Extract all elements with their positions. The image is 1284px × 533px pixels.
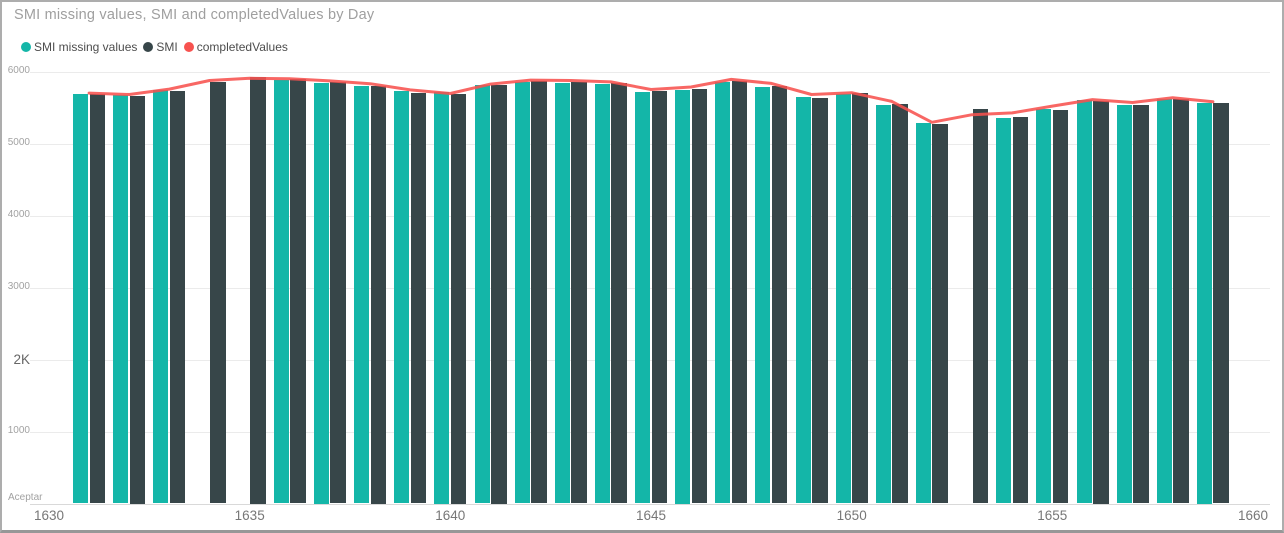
bar-smi[interactable] bbox=[89, 94, 106, 504]
bar-smi-missing-values[interactable] bbox=[474, 85, 490, 504]
bar-smi-missing-values[interactable] bbox=[594, 83, 610, 504]
bar-smi-missing-values[interactable] bbox=[354, 85, 370, 504]
bar-smi-missing-values[interactable] bbox=[514, 81, 530, 504]
bar-smi[interactable] bbox=[1213, 103, 1229, 504]
legend-item-smi-missing-values[interactable]: SMI missing values bbox=[21, 40, 137, 54]
x-axis-tick-label: 1645 bbox=[635, 508, 667, 523]
y-axis-tick-label: 5000 bbox=[7, 136, 30, 148]
bar-smi-missing-values[interactable] bbox=[313, 83, 329, 504]
bar-smi[interactable] bbox=[1052, 109, 1069, 504]
legend-dot-icon bbox=[21, 42, 31, 52]
bar-smi[interactable] bbox=[852, 93, 868, 504]
bar-smi-missing-values[interactable] bbox=[554, 82, 570, 504]
bar-smi[interactable] bbox=[1012, 116, 1029, 504]
legend-item-completedvalues[interactable]: completedValues bbox=[183, 40, 288, 54]
x-axis-tick-label: 1630 bbox=[33, 508, 65, 523]
bar-smi-missing-values[interactable] bbox=[1076, 100, 1092, 504]
bar-smi-missing-values[interactable] bbox=[1116, 105, 1132, 504]
gridline bbox=[30, 431, 1270, 433]
y-axis-tick-label: 2K bbox=[13, 351, 30, 367]
bar-smi-missing-values[interactable] bbox=[73, 93, 89, 504]
bar-smi[interactable] bbox=[651, 91, 667, 504]
bar-smi[interactable] bbox=[812, 98, 828, 504]
bar-smi[interactable] bbox=[450, 93, 467, 504]
legend-label: SMI missing values bbox=[34, 40, 138, 54]
x-axis-tick-label: 1635 bbox=[234, 508, 265, 523]
bar-smi-missing-values[interactable] bbox=[875, 104, 891, 504]
x-axis-tick-label: 1650 bbox=[836, 508, 867, 523]
bar-smi-missing-values[interactable] bbox=[273, 80, 289, 504]
chart-title: SMI missing values, SMI and completedVal… bbox=[14, 7, 375, 23]
bar-smi[interactable] bbox=[169, 90, 186, 504]
bar-smi-missing-values[interactable] bbox=[1156, 98, 1172, 504]
bar-smi-missing-values[interactable] bbox=[996, 118, 1012, 504]
x-axis-tick-label: 1655 bbox=[1037, 508, 1068, 523]
bar-smi[interactable] bbox=[571, 81, 587, 504]
bar-smi-missing-values[interactable] bbox=[915, 123, 931, 504]
bar-smi-missing-values[interactable] bbox=[795, 97, 811, 504]
bar-smi[interactable] bbox=[491, 84, 507, 504]
legend-dot-icon bbox=[183, 42, 194, 52]
bar-smi[interactable] bbox=[771, 85, 788, 504]
bar-smi[interactable] bbox=[611, 83, 627, 504]
bar-smi[interactable] bbox=[129, 96, 146, 504]
bar-smi[interactable] bbox=[410, 92, 427, 504]
bar-smi-missing-values[interactable] bbox=[1196, 102, 1212, 504]
gridline bbox=[30, 143, 1270, 145]
bar-smi-missing-values[interactable] bbox=[755, 86, 771, 504]
bar-smi[interactable] bbox=[1093, 101, 1109, 504]
bar-smi-missing-values[interactable] bbox=[1036, 108, 1052, 504]
bar-smi-missing-values[interactable] bbox=[153, 89, 169, 504]
y-axis-tick-label: 3000 bbox=[7, 280, 30, 292]
gridline bbox=[30, 503, 1270, 505]
bar-smi[interactable] bbox=[731, 80, 748, 504]
bar-smi[interactable] bbox=[972, 108, 989, 504]
x-axis-tick-label: 1660 bbox=[1237, 508, 1269, 523]
completed-values-line bbox=[87, 76, 1215, 124]
x-axis-tick-label: 1640 bbox=[435, 508, 466, 523]
bar-smi[interactable] bbox=[1133, 104, 1149, 504]
bar-smi[interactable] bbox=[330, 82, 346, 504]
bar-smi[interactable] bbox=[210, 81, 226, 504]
bar-smi-missing-values[interactable] bbox=[675, 89, 691, 504]
legend-dot-icon bbox=[143, 42, 154, 52]
y-axis-tick-label: 6000 bbox=[7, 64, 30, 76]
bar-smi-missing-values[interactable] bbox=[394, 91, 410, 504]
bar-smi[interactable] bbox=[932, 124, 948, 504]
chart-legend: SMI missing values SMI completedValues bbox=[21, 40, 294, 54]
bar-smi-missing-values[interactable] bbox=[434, 92, 450, 504]
bar-smi[interactable] bbox=[290, 79, 306, 504]
legend-item-smi[interactable]: SMI bbox=[143, 40, 178, 54]
gridline bbox=[30, 215, 1270, 217]
bar-smi-missing-values[interactable] bbox=[113, 95, 129, 504]
bar-smi[interactable] bbox=[250, 76, 266, 504]
bar-smi[interactable] bbox=[531, 80, 547, 504]
bar-smi-missing-values[interactable] bbox=[635, 91, 650, 504]
gridline bbox=[30, 359, 1270, 361]
legend-label: SMI bbox=[156, 40, 178, 54]
y-axis-tick-label: 1000 bbox=[7, 424, 30, 436]
y-axis-tick-label: 4000 bbox=[7, 208, 30, 220]
bar-smi[interactable] bbox=[892, 103, 908, 504]
y-axis-tick-label: Aceptar bbox=[8, 491, 43, 503]
gridline bbox=[30, 71, 1270, 73]
bar-smi[interactable] bbox=[1173, 99, 1189, 504]
bar-smi[interactable] bbox=[370, 85, 387, 504]
bar-smi-missing-values[interactable] bbox=[715, 81, 731, 504]
gridline bbox=[30, 287, 1270, 289]
bar-smi[interactable] bbox=[691, 88, 708, 504]
bar-smi-missing-values[interactable] bbox=[835, 93, 851, 504]
legend-label: completedValues bbox=[196, 40, 288, 54]
